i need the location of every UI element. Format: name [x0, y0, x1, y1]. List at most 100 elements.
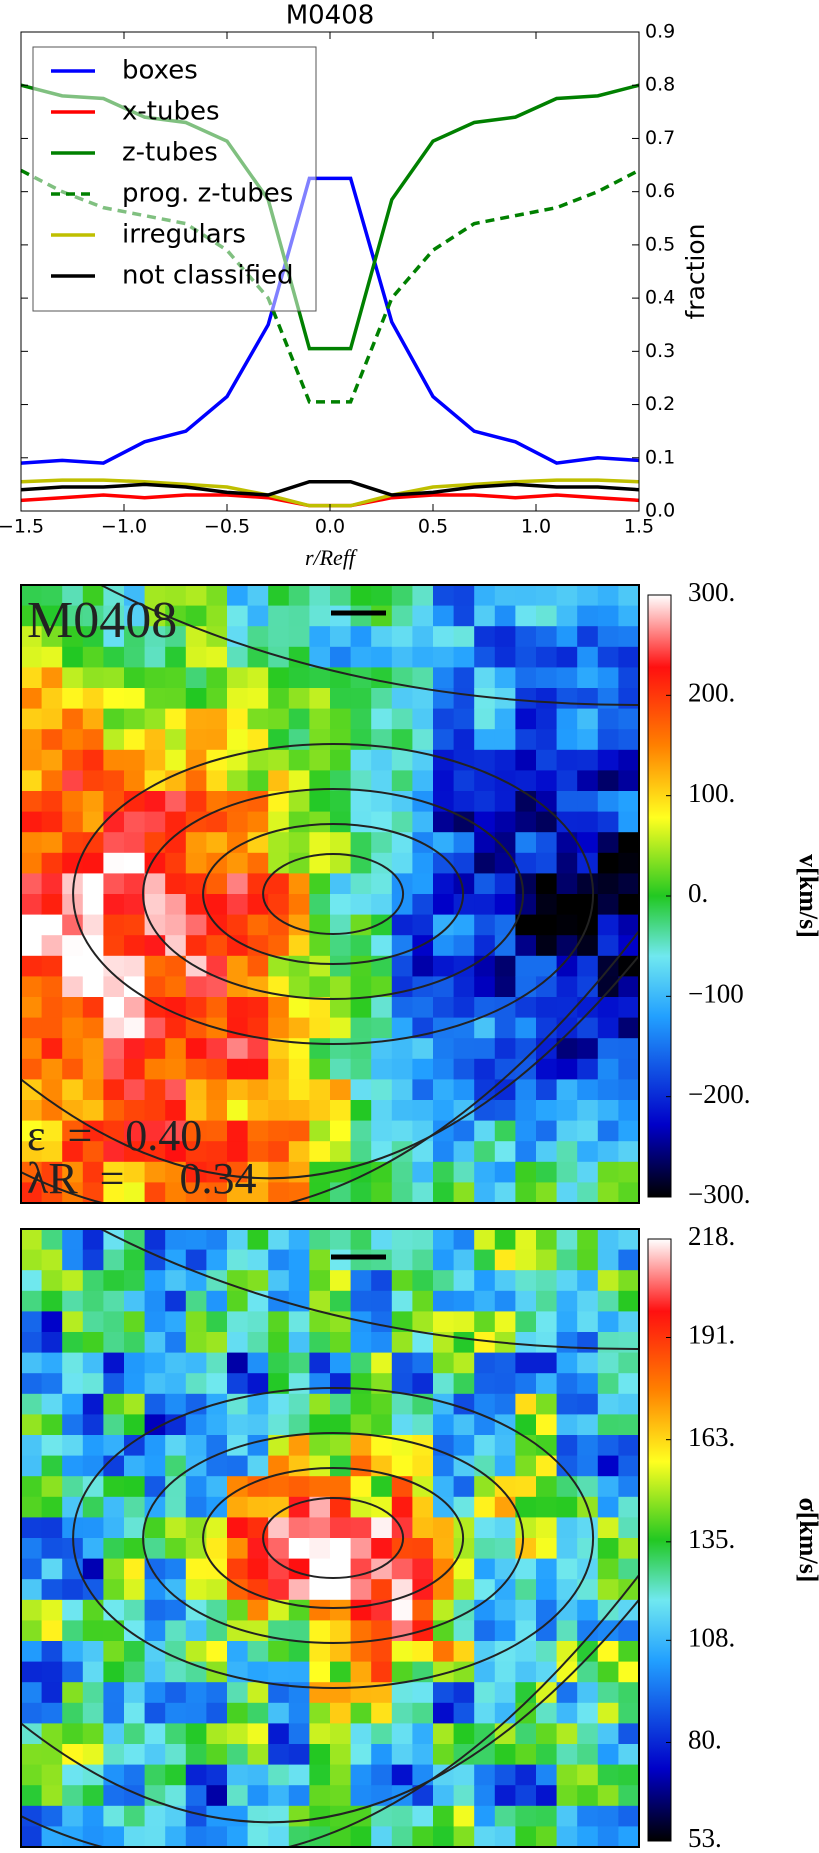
map-pixel [247, 749, 269, 771]
map-pixel [247, 1332, 269, 1354]
map-pixel [82, 1141, 104, 1163]
map-pixel [350, 997, 372, 1019]
colorbar [647, 1238, 672, 1842]
map-pixel [62, 997, 84, 1019]
map-pixel [453, 605, 475, 627]
map-pixel [41, 1682, 63, 1704]
map-pixel [330, 1038, 352, 1060]
map-pixel [330, 1414, 352, 1436]
map-pixel [556, 1141, 578, 1163]
map-pixel [206, 1682, 228, 1704]
map-pixel [536, 1161, 558, 1183]
map-pixel [247, 791, 269, 813]
map-pixel [536, 1311, 558, 1333]
map-pixel [227, 1038, 249, 1060]
map-pixel [165, 1455, 187, 1477]
map-pixel [330, 1352, 352, 1374]
map-pixel [185, 1805, 207, 1827]
map-pixel [433, 1702, 455, 1724]
map-pixel [453, 1764, 475, 1786]
map-pixel [597, 955, 619, 977]
map-pixel [556, 1373, 578, 1395]
map-pixel [288, 1373, 310, 1395]
map-pixel [124, 1764, 146, 1786]
map-pixel [103, 667, 125, 689]
map-pixel [433, 873, 455, 895]
map-pixel [330, 1723, 352, 1745]
map-pixel [474, 1579, 496, 1601]
map-pixel [350, 1079, 372, 1101]
map-pixel [597, 1038, 619, 1060]
map-pixel [124, 976, 146, 998]
map-pixel [206, 1058, 228, 1080]
colorbar-tick-label: 108. [688, 1623, 735, 1653]
map-pixel [82, 1723, 104, 1745]
map-pixel [227, 1702, 249, 1724]
map-pixel [185, 770, 207, 792]
map-pixel [82, 791, 104, 813]
map-pixel [515, 1393, 537, 1415]
map-pixel [391, 1414, 413, 1436]
map-pixel [556, 1455, 578, 1477]
map-pixel [577, 749, 599, 771]
map-pixel [474, 605, 496, 627]
map-pixel [62, 1579, 84, 1601]
map-pixel [350, 1723, 372, 1745]
map-pixel [577, 1373, 599, 1395]
map-pixel [144, 1352, 166, 1374]
map-pixel [350, 605, 372, 627]
map-pixel [309, 1764, 331, 1786]
map-pixel [268, 708, 290, 730]
map-pixel [247, 585, 269, 607]
map-pixel [515, 873, 537, 895]
map-pixel [103, 1558, 125, 1580]
map-pixel [206, 1476, 228, 1498]
map-pixel [247, 1120, 269, 1142]
map-pixel [433, 1120, 455, 1142]
map-pixel [247, 1311, 269, 1333]
map-pixel [62, 1496, 84, 1518]
map-pixel [165, 770, 187, 792]
map-pixel [433, 585, 455, 607]
map-pixel [433, 1764, 455, 1786]
map-pixel [82, 708, 104, 730]
map-pixel [618, 1270, 639, 1292]
map-pixel [41, 791, 63, 813]
map-pixel [41, 1805, 63, 1827]
map-pixel [474, 1100, 496, 1122]
map-pixel [247, 1017, 269, 1039]
map-pixel [247, 1182, 269, 1203]
map-pixel [453, 1661, 475, 1683]
map-pixel [597, 1120, 619, 1142]
map-pixel [536, 1038, 558, 1060]
map-pixel [165, 646, 187, 668]
map-pixel [536, 1723, 558, 1745]
y-tick-label: 0.3 [645, 340, 675, 362]
map-pixel [597, 1538, 619, 1560]
map-pixel [21, 1311, 43, 1333]
map-pixel [144, 770, 166, 792]
map-pixel [288, 1393, 310, 1415]
map-pixel [21, 1373, 43, 1395]
map-pixel [247, 770, 269, 792]
map-pixel [412, 1182, 434, 1203]
map-pixel [21, 1641, 43, 1663]
map-pixel [618, 1332, 639, 1354]
map-pixel [41, 667, 63, 689]
map-pixel [247, 1558, 269, 1580]
map-pixel [412, 1744, 434, 1766]
map-pixel [144, 708, 166, 730]
map-pixel [185, 688, 207, 710]
map-pixel [391, 1682, 413, 1704]
map-pixel [185, 976, 207, 998]
map-pixel [371, 646, 393, 668]
map-pixel [103, 1182, 125, 1203]
map-pixel [185, 1744, 207, 1766]
map-pixel [206, 1414, 228, 1436]
legend-label: boxes [122, 56, 198, 86]
map-pixel [391, 1249, 413, 1271]
map-pixel [391, 997, 413, 1019]
map-pixel [227, 1620, 249, 1642]
contour [21, 930, 639, 1203]
map-pixel [288, 1017, 310, 1039]
